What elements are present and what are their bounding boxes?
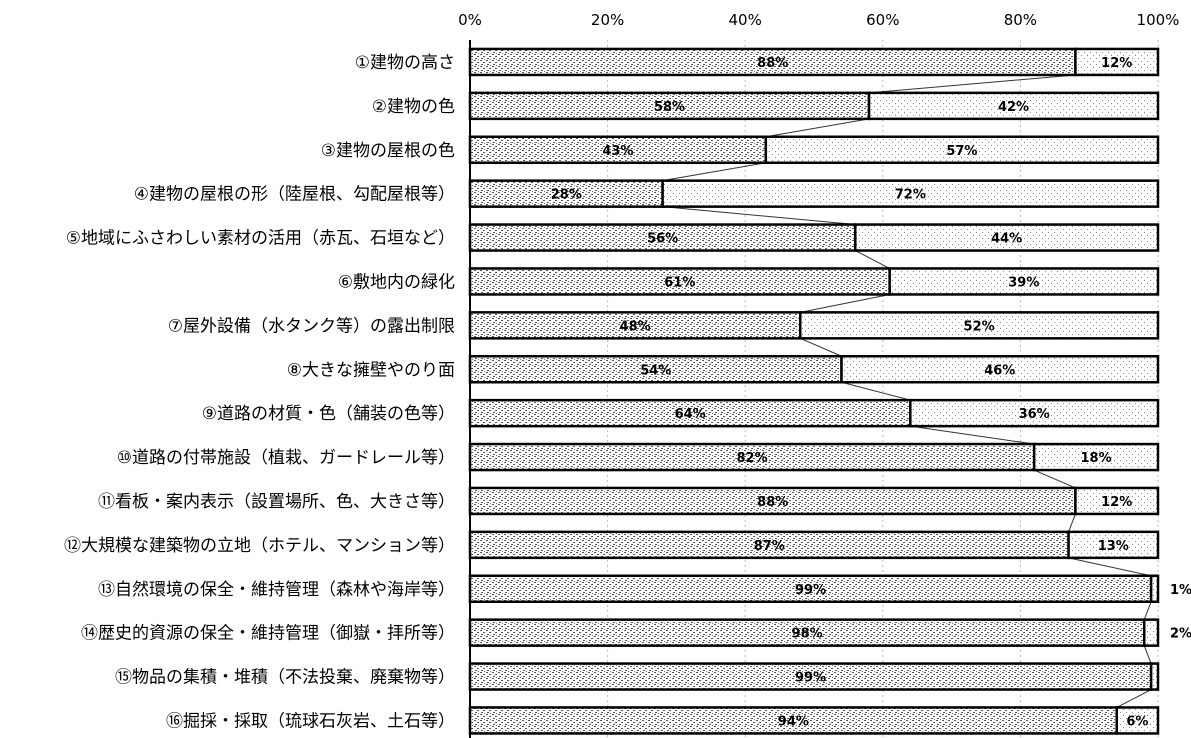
- series-connector-line: [800, 293, 890, 313]
- category-label: ⑥敷地内の緑化: [338, 272, 455, 292]
- bar-segment-series-1: [468, 618, 1146, 647]
- category-label: ⑯掘採・採取（琉球石灰岩、土石等）: [166, 711, 455, 731]
- bar-segment-series-1: [468, 267, 891, 296]
- data-label-series-1: 54%: [640, 363, 671, 378]
- data-labels: 88% 12% 58% 42% 43% 57% 28% 72% 56% 44% 61% 39% 48% 5…: [551, 56, 1191, 730]
- data-label-series-1: 28%: [551, 188, 582, 203]
- bar-segment-series-2: [661, 179, 1160, 208]
- data-label-series-2: 18%: [1081, 451, 1112, 466]
- bar-segment-series-2: [909, 398, 1160, 428]
- data-label-series-2: 6%: [1126, 714, 1148, 729]
- series-connector-line: [765, 118, 870, 138]
- x-tick-label: 100%: [1137, 11, 1180, 29]
- series-connector-line: [910, 425, 1035, 445]
- bar-segment-series-1: [468, 662, 1153, 691]
- bar-segment-series-2: [1142, 618, 1160, 647]
- bar-segment-series-2: [1149, 662, 1160, 691]
- category-label: ②建物の色: [372, 97, 455, 117]
- x-tick-label: 20%: [591, 11, 624, 29]
- data-label-series-2: 39%: [1008, 275, 1039, 290]
- series-connector-line: [1143, 601, 1152, 620]
- category-label: ①建物の高さ: [355, 53, 455, 73]
- data-label-series-2: 36%: [1019, 407, 1050, 422]
- series-connector-line: [662, 162, 766, 182]
- bars: [468, 47, 1160, 735]
- bar-segment-series-1: [468, 706, 1118, 735]
- series-connector-line: [1033, 469, 1076, 489]
- category-label: ③建物の屋根の色: [321, 141, 455, 161]
- data-label-series-2: 2%: [1170, 627, 1191, 642]
- data-label-series-1: 88%: [757, 495, 788, 510]
- data-label-series-1: 48%: [620, 319, 651, 334]
- data-label-series-1: 99%: [795, 671, 826, 686]
- data-label-series-1: 64%: [675, 407, 706, 422]
- data-label-series-2: 52%: [964, 319, 995, 334]
- series-connector-line: [662, 206, 856, 226]
- x-tick-label: 80%: [1004, 11, 1037, 29]
- data-label-series-2: 13%: [1098, 539, 1129, 554]
- connector-lines: [662, 74, 1152, 708]
- data-label-series-2: 72%: [895, 188, 926, 203]
- data-label-series-2: 42%: [998, 100, 1029, 115]
- series-connector-line: [1068, 513, 1076, 533]
- x-axis-ticks: 0% 20% 40% 60% 80% 100%: [458, 11, 1179, 29]
- data-label-series-1: 61%: [664, 275, 695, 290]
- data-label-series-1: 99%: [795, 583, 826, 598]
- series-connector-line: [841, 381, 911, 401]
- category-label: ⑬自然環境の保全・維持管理（森林や海岸等）: [98, 580, 455, 600]
- bar-segment-series-2: [867, 91, 1160, 121]
- data-label-series-1: 94%: [778, 714, 809, 729]
- data-label-series-2: 12%: [1101, 56, 1132, 71]
- bar-segment-series-2: [764, 135, 1160, 164]
- data-label-series-2: 44%: [991, 232, 1022, 247]
- data-label-series-1: 56%: [647, 232, 678, 247]
- x-tick-label: 60%: [866, 11, 899, 29]
- data-label-series-1: 58%: [654, 100, 685, 115]
- bar-segment-series-2: [840, 355, 1160, 384]
- bar-segment-series-2: [888, 267, 1160, 296]
- bar-segment-series-1: [468, 47, 1077, 77]
- series-connector-line: [1116, 689, 1152, 708]
- series-connector-line: [800, 337, 842, 357]
- bar-segment-series-2: [1074, 47, 1160, 77]
- data-label-series-2: 1%: [1170, 583, 1191, 598]
- category-label: ⑤地域にふさわしい素材の活用（赤瓦、石垣など）: [66, 229, 455, 249]
- bar-segment-series-2: [854, 223, 1160, 252]
- series-connector-line: [1143, 645, 1152, 664]
- data-label-series-2: 46%: [984, 363, 1015, 378]
- data-label-series-1: 88%: [757, 56, 788, 71]
- data-label-series-1: 98%: [792, 627, 823, 642]
- x-tick-label: 40%: [729, 11, 762, 29]
- bar-segment-series-1: [468, 223, 857, 252]
- data-label-series-1: 87%: [754, 539, 785, 554]
- data-label-series-2: 12%: [1101, 495, 1132, 510]
- category-label: ⑭歴史的資源の保全・維持管理（御嶽・拝所等）: [81, 624, 455, 644]
- bar-segment-series-1: [468, 355, 843, 384]
- series-connector-line: [1068, 557, 1152, 577]
- bar-segment-series-2: [1115, 706, 1160, 735]
- category-label: ⑪看板・案内表示（設置場所、色、大きさ等）: [98, 492, 455, 512]
- series-connector-line: [868, 74, 1076, 94]
- bar-segment-series-2: [1067, 530, 1160, 560]
- series-connector-line: [855, 250, 890, 269]
- bar-segment-series-2: [1149, 574, 1160, 603]
- bar-segment-series-2: [1032, 442, 1160, 472]
- category-label: ⑧大きな擁壁やのり面: [287, 360, 455, 380]
- bar-segment-series-2: [798, 311, 1160, 340]
- category-labels: ①建物の高さ ②建物の色 ③建物の屋根の色 ④建物の屋根の形（陸屋根、勾配屋根等） ⑤地…: [64, 53, 455, 732]
- category-label: ⑩道路の付帯施設（植栽、ガードレール等）: [117, 448, 455, 468]
- bar-segment-series-1: [468, 442, 1036, 472]
- bar-segment-series-2: [1074, 486, 1160, 516]
- category-label: ⑦屋外設備（水タンク等）の露出制限: [168, 316, 455, 336]
- bar-segment-series-1: [468, 179, 664, 208]
- category-label: ⑮物品の集積・堆積（不法投棄、廃棄物等）: [115, 668, 455, 688]
- data-label-series-1: 82%: [737, 451, 768, 466]
- data-label-series-2: 57%: [946, 144, 977, 159]
- category-label: ④建物の屋根の形（陸屋根、勾配屋根等）: [134, 185, 455, 205]
- category-label: ⑫大規模な建築物の立地（ホテル、マンション等）: [64, 536, 455, 556]
- x-tick-label: 0%: [458, 11, 482, 29]
- data-label-series-1: 43%: [602, 144, 633, 159]
- category-label: ⑨道路の材質・色（舗装の色等）: [202, 404, 455, 424]
